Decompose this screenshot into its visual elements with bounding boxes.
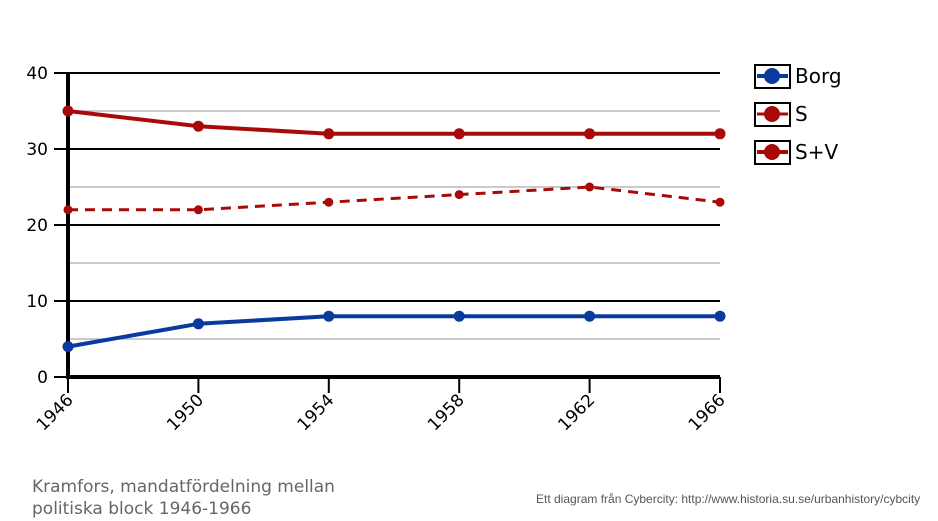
y-tick-label: 20 [26,216,48,236]
x-tick-label: 1954 [294,390,339,435]
data-point [585,182,595,192]
series-line-s [68,185,721,212]
data-point [454,190,464,200]
legend-label: S+V [795,140,838,164]
chart-title: Kramfors, mandatfördelning mellan politi… [32,477,335,519]
credit-text: Ett diagram från Cybercity: http://www.h… [536,492,921,506]
data-point [62,341,74,353]
series-line-s-v [67,109,720,136]
data-point [63,205,73,215]
data-point [323,310,335,322]
x-tick-label: 1946 [33,390,78,435]
x-tick-label: 1962 [554,390,599,435]
data-point [453,310,465,322]
data-point [584,128,596,140]
y-tick-label: 0 [37,368,48,388]
y-tick-label: 40 [26,64,48,84]
legend-marker [764,68,780,84]
y-tick-label: 10 [26,292,48,312]
data-point [192,120,204,132]
legend-label: Borg [795,64,842,88]
legend-label: S [795,102,808,126]
data-point [714,310,726,322]
y-tick-label: 30 [26,140,48,160]
data-point [324,197,334,207]
data-point [715,197,725,207]
data-point [714,128,726,140]
data-point [323,128,335,140]
x-tick-label: 1958 [424,390,469,435]
data-point [193,205,203,215]
legend-marker [764,106,780,122]
data-point [192,318,204,330]
data-point [453,128,465,140]
legend-marker [764,144,780,160]
data-point [62,105,74,117]
x-tick-label: 1950 [163,390,208,435]
x-tick-label: 1966 [685,390,730,435]
data-point [584,310,596,322]
series-line-borg [67,314,720,349]
